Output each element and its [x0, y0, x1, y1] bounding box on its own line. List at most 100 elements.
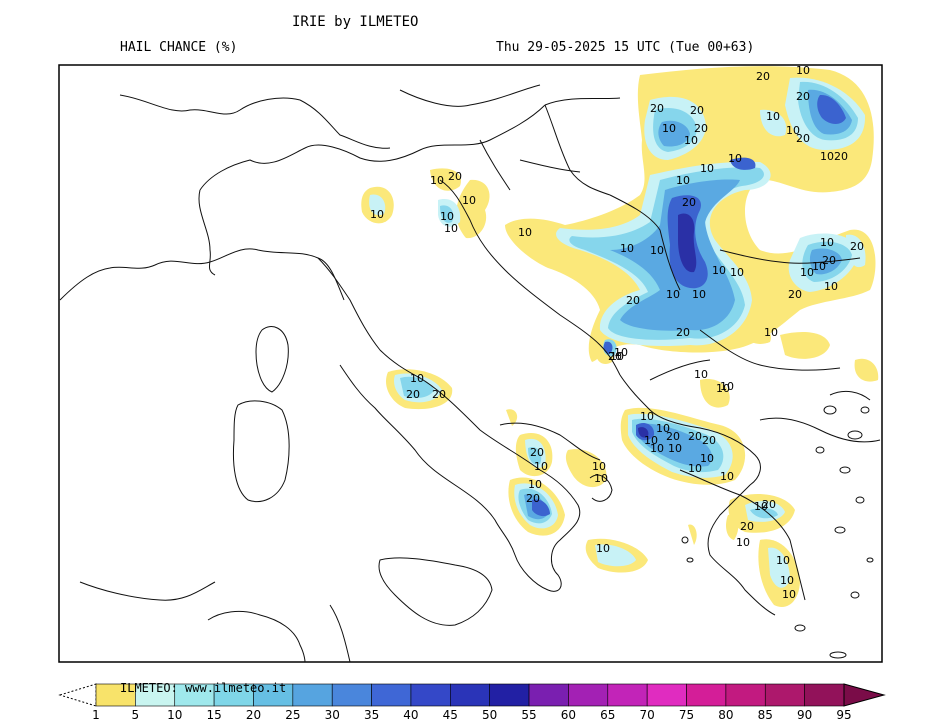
contour-label: 20 [850, 240, 864, 253]
colorbar-bin [331, 683, 372, 707]
contour-label: 20 [530, 446, 544, 459]
contour-label: 10 [684, 134, 698, 147]
colorbar-bin [371, 683, 412, 707]
contour-label: 10 [644, 434, 658, 447]
contour-label: 10 [716, 382, 730, 395]
colorbar-tick-label: 80 [718, 708, 733, 722]
contour-label: 10 [610, 350, 624, 363]
colorbar-tick-label: 25 [285, 708, 300, 722]
colorbar-bin [686, 683, 727, 707]
contour-label: 10 [444, 222, 458, 235]
contour-label: 10 [786, 124, 800, 137]
contour-label: 20 [526, 492, 540, 505]
contour-label: 10 [700, 452, 714, 465]
contour-label: 10 [656, 422, 670, 435]
contour-label: 10 [430, 174, 444, 187]
contour-label: 20 [608, 350, 622, 363]
contour-label: 10 [518, 226, 532, 239]
contour-label: 20 [406, 388, 420, 401]
contour-label: 20 [788, 288, 802, 301]
colorbar-tick-label: 90 [797, 708, 812, 722]
contour-label: 20 [676, 326, 690, 339]
colorbar-tick-label: 5 [132, 708, 140, 722]
colorbar-bin [528, 683, 569, 707]
colorbar-bin [725, 683, 766, 707]
colorbar-over-arrow [843, 683, 886, 707]
contour-label: 20 [690, 104, 704, 117]
contour-label: 10 [668, 442, 682, 455]
contour-label: 10 [596, 542, 610, 555]
colorbar-tick-label: 10 [167, 708, 182, 722]
contour-label: 20 [448, 170, 462, 183]
contour-label: 10 [824, 280, 838, 293]
contour-label: 10 [620, 242, 634, 255]
contour-label: 10 [650, 244, 664, 257]
colorbar-tick-label: 1 [92, 708, 100, 722]
colorbar-tick-label: 30 [325, 708, 340, 722]
contour-label: 20 [834, 150, 848, 163]
colorbar-tick-label: 65 [600, 708, 615, 722]
color-scale-bar: 1 5 10 15 20 25 30 35 40 45 50 55 60 65 70 75 80 85 90 95 [58, 683, 886, 722]
colorbar-tick-label: 70 [640, 708, 655, 722]
contour-label: 10 [796, 64, 810, 77]
colorbar-tick-label: 50 [482, 708, 497, 722]
contour-label: 10 [592, 460, 606, 473]
colorbar-tick-label: 60 [561, 708, 576, 722]
contour-label: 10 [812, 260, 826, 273]
contour-label: 20 [756, 70, 770, 83]
contour-label: 10 [820, 236, 834, 249]
watermark: ILMETEO: www.ilmeteo.it [120, 681, 286, 695]
contour-label: 10 [800, 266, 814, 279]
contour-label: 10 [766, 110, 780, 123]
contour-label: 10 [676, 174, 690, 187]
contour-label: 10 [462, 194, 476, 207]
contour-label: 20 [626, 294, 640, 307]
colorbar-tick-label: 45 [443, 708, 458, 722]
colorbar-bin [568, 683, 609, 707]
contour-label: 10 [528, 478, 542, 491]
colorbar-tick-label: 35 [364, 708, 379, 722]
contour-label: 10 [720, 380, 734, 393]
contour-label: 10 [776, 554, 790, 567]
contour-label: 10 [692, 288, 706, 301]
contour-label: 20 [650, 102, 664, 115]
contour-label: 10 [700, 162, 714, 175]
contour-label: 10 [370, 208, 384, 221]
contour-label: 20 [666, 430, 680, 443]
colorbar-bin [646, 683, 687, 707]
contour-label: 10 [650, 442, 664, 455]
contour-label: 10 [782, 588, 796, 601]
colorbar-tick-label: 75 [679, 708, 694, 722]
contour-label: 10 [640, 410, 654, 423]
colorbar-bin [450, 683, 490, 707]
contour-label: 10 [662, 122, 676, 135]
product-label: HAIL CHANCE (%) [120, 40, 238, 55]
valid-time: Thu 29-05-2025 15 UTC (Tue 00+63) [496, 40, 755, 55]
contour-label: 20 [702, 434, 716, 447]
contour-label: 10 [754, 500, 768, 513]
colorbar-bin [764, 683, 805, 707]
contour-label: 20 [796, 90, 810, 103]
colorbar-bin [489, 683, 530, 707]
colorbar-tick-label: 40 [403, 708, 418, 722]
contour-label: 20 [694, 122, 708, 135]
contour-label: 10 [688, 462, 702, 475]
contour-label: 10 [780, 574, 794, 587]
colorbar-tick-label: 55 [521, 708, 536, 722]
contour-label: 10 [728, 152, 742, 165]
coastlines [59, 84, 881, 662]
contour-label: 20 [682, 196, 696, 209]
contour-label: 10 [736, 536, 750, 549]
contour-label: 10 [440, 210, 454, 223]
contour-label: 10 [820, 150, 834, 163]
contour-label: 10 [534, 460, 548, 473]
contour-label: 20 [688, 430, 702, 443]
colorbar-under-arrow [58, 683, 97, 707]
colorbar-tick-label: 95 [836, 708, 851, 722]
colorbar-bin [410, 683, 451, 707]
colorbar-tick-label: 20 [246, 708, 261, 722]
contour-label: 20 [796, 132, 810, 145]
contour-label: 10 [694, 368, 708, 381]
